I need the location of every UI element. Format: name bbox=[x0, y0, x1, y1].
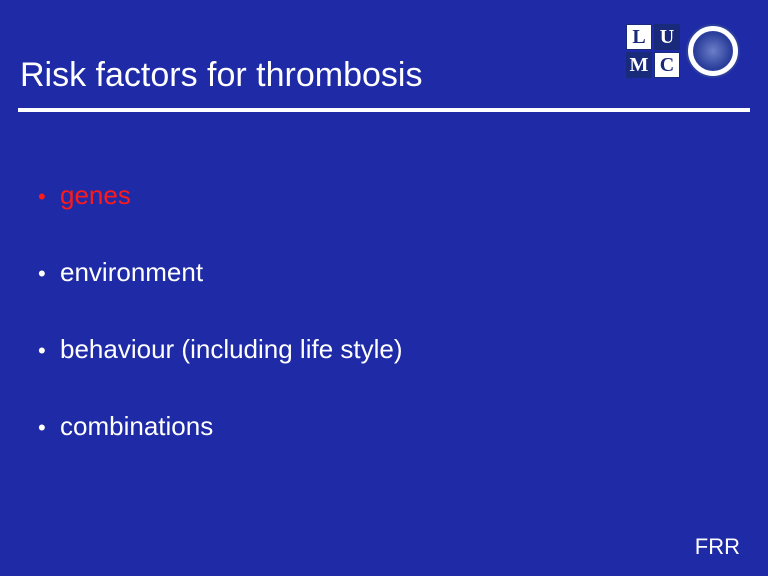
lumc-letter-m: M bbox=[626, 52, 652, 78]
bullet-item: • genes bbox=[38, 180, 403, 211]
seal-inner bbox=[693, 31, 733, 71]
bullet-item: • environment bbox=[38, 257, 403, 288]
slide: L U M C Risk factors for thrombosis • ge… bbox=[0, 0, 768, 576]
bullet-dot-icon: • bbox=[38, 417, 60, 439]
bullet-item: • behaviour (including life style) bbox=[38, 334, 403, 365]
bullet-text: behaviour (including life style) bbox=[60, 334, 403, 365]
bullet-text: environment bbox=[60, 257, 203, 288]
footer-label: FRR bbox=[695, 534, 740, 560]
title-underline bbox=[18, 108, 750, 112]
seal-icon bbox=[686, 24, 740, 78]
lumc-letter-c: C bbox=[654, 52, 680, 78]
bullet-text: genes bbox=[60, 180, 131, 211]
bullet-dot-icon: • bbox=[38, 340, 60, 362]
bullet-dot-icon: • bbox=[38, 186, 60, 208]
lumc-logo: L U M C bbox=[626, 24, 680, 78]
bullet-text: combinations bbox=[60, 411, 213, 442]
bullet-dot-icon: • bbox=[38, 263, 60, 285]
slide-title: Risk factors for thrombosis bbox=[20, 56, 422, 95]
bullet-list: • genes • environment • behaviour (inclu… bbox=[38, 180, 403, 488]
logo-area: L U M C bbox=[626, 24, 740, 78]
lumc-letter-u: U bbox=[654, 24, 680, 50]
lumc-letter-l: L bbox=[626, 24, 652, 50]
bullet-item: • combinations bbox=[38, 411, 403, 442]
